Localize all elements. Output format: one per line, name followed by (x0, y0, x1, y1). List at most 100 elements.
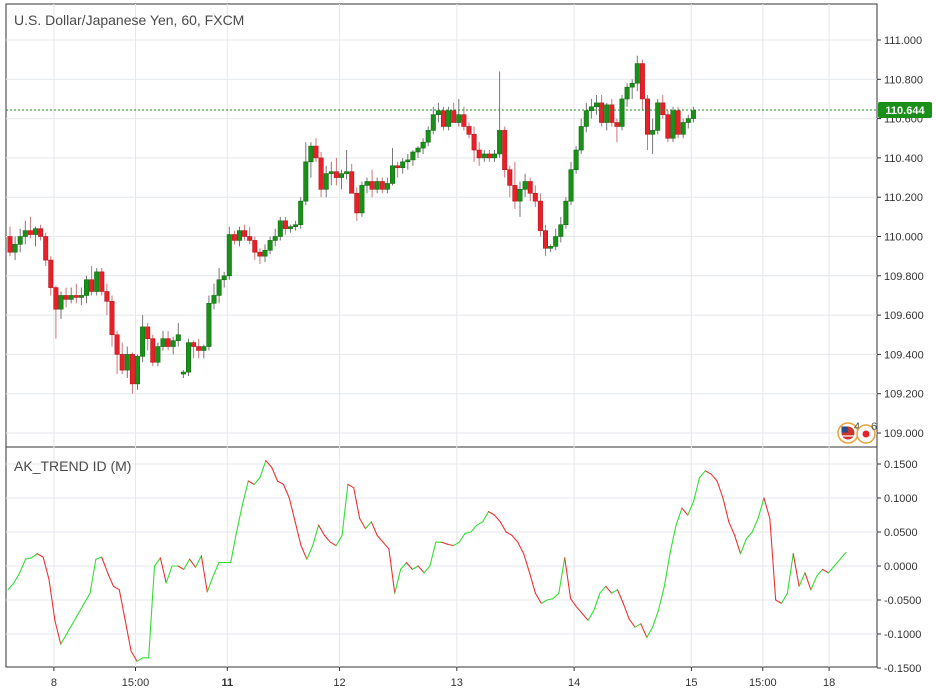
indicator-segment (716, 480, 724, 499)
candle-body (456, 114, 462, 123)
price-y-tick-label: 110.200 (884, 192, 923, 204)
candle-body (491, 153, 497, 159)
candle (400, 157, 406, 174)
candle-body (512, 185, 518, 202)
indicator-y-tick-label: -0.1500 (884, 663, 921, 675)
indicator-series (7, 460, 847, 662)
candle-body (517, 189, 523, 202)
indicator-segment (89, 558, 97, 594)
indicator-segment (288, 497, 296, 523)
indicator-segment (628, 618, 636, 628)
candle (680, 118, 686, 139)
candle-body (201, 346, 207, 351)
candle-body (150, 338, 156, 363)
candle (201, 344, 207, 359)
indicator-segment (124, 619, 132, 652)
candle (160, 330, 166, 351)
candle (690, 106, 696, 123)
candle (644, 95, 650, 151)
x-tick-label: 12 (333, 677, 345, 689)
candle (22, 220, 28, 245)
candle (430, 106, 436, 135)
indicator-segment (318, 524, 325, 536)
candle-body (420, 141, 426, 149)
candle-body (277, 220, 283, 237)
indicator-segment (728, 521, 736, 536)
candle-body (313, 145, 319, 159)
candle (655, 98, 661, 135)
candle-body (374, 181, 380, 190)
candle-body (129, 354, 135, 385)
events-badge[interactable]: 4 (837, 421, 860, 444)
indicator-segment (792, 553, 800, 587)
indicator-segment (482, 511, 490, 523)
indicator-segment (681, 507, 689, 516)
candle (364, 177, 370, 194)
indicator-segment (798, 572, 806, 587)
candle (568, 161, 574, 206)
x-tick-label: 15:00 (122, 677, 150, 689)
indicator-segment (511, 534, 519, 543)
candle (155, 342, 161, 367)
price-y-tick-label: 109.200 (884, 389, 924, 401)
candle-body (410, 151, 416, 161)
candle-body (461, 114, 467, 127)
candle-body (293, 224, 299, 227)
candle-body (486, 153, 492, 159)
candle-body (32, 228, 38, 235)
price-y-tick-label: 109.000 (884, 428, 924, 440)
candle (328, 161, 334, 186)
candle (104, 283, 110, 316)
indicator-y-tick-label: 0.0000 (884, 561, 918, 573)
candle-body (206, 303, 212, 347)
indicator-segment (693, 477, 701, 502)
indicator-segment (564, 557, 572, 600)
candle-body (466, 126, 472, 135)
last-price-label: 110.644 (885, 105, 925, 117)
indicator-segment (657, 585, 665, 611)
candle (150, 334, 156, 367)
indicator-segment (698, 470, 706, 479)
candle (109, 295, 115, 347)
candle (53, 285, 59, 339)
candle (476, 142, 482, 166)
candle-body (644, 98, 650, 135)
candle (206, 295, 212, 351)
indicator-segment (48, 579, 56, 621)
indicator-segment (757, 497, 765, 519)
alerts-badge[interactable]: 6 (856, 421, 877, 444)
indicator-segment (77, 602, 85, 615)
candle-body (119, 354, 125, 371)
candle-body (191, 342, 197, 347)
indicator-segment (675, 507, 683, 526)
indicator-segment (271, 466, 279, 482)
candle-body (568, 169, 574, 202)
indicator-segment (370, 521, 378, 536)
candle-body (670, 110, 676, 139)
indicator-segment (101, 556, 109, 574)
indicator-segment (470, 524, 478, 533)
candle-body (548, 246, 554, 249)
candle-body (272, 236, 278, 241)
candle-body (303, 161, 309, 202)
indicator-segment (464, 531, 472, 534)
price-y-tick-label: 111.000 (884, 35, 922, 47)
candle-body (425, 130, 431, 143)
candle (517, 181, 523, 217)
indicator-title: AK_TREND ID (M) (14, 458, 131, 474)
indicator-segment (247, 480, 255, 485)
indicator-segment (505, 531, 513, 536)
candle-body (231, 234, 237, 241)
indicator-segment (265, 460, 273, 468)
indicator-segment (341, 483, 349, 536)
candle (119, 342, 125, 375)
candle (578, 118, 584, 154)
candle (145, 322, 151, 351)
indicator-segment (107, 572, 115, 587)
candle-body (604, 104, 610, 123)
candle (338, 169, 344, 190)
indicator-segment (394, 568, 402, 594)
candle (114, 330, 120, 375)
candle-body (22, 230, 28, 237)
